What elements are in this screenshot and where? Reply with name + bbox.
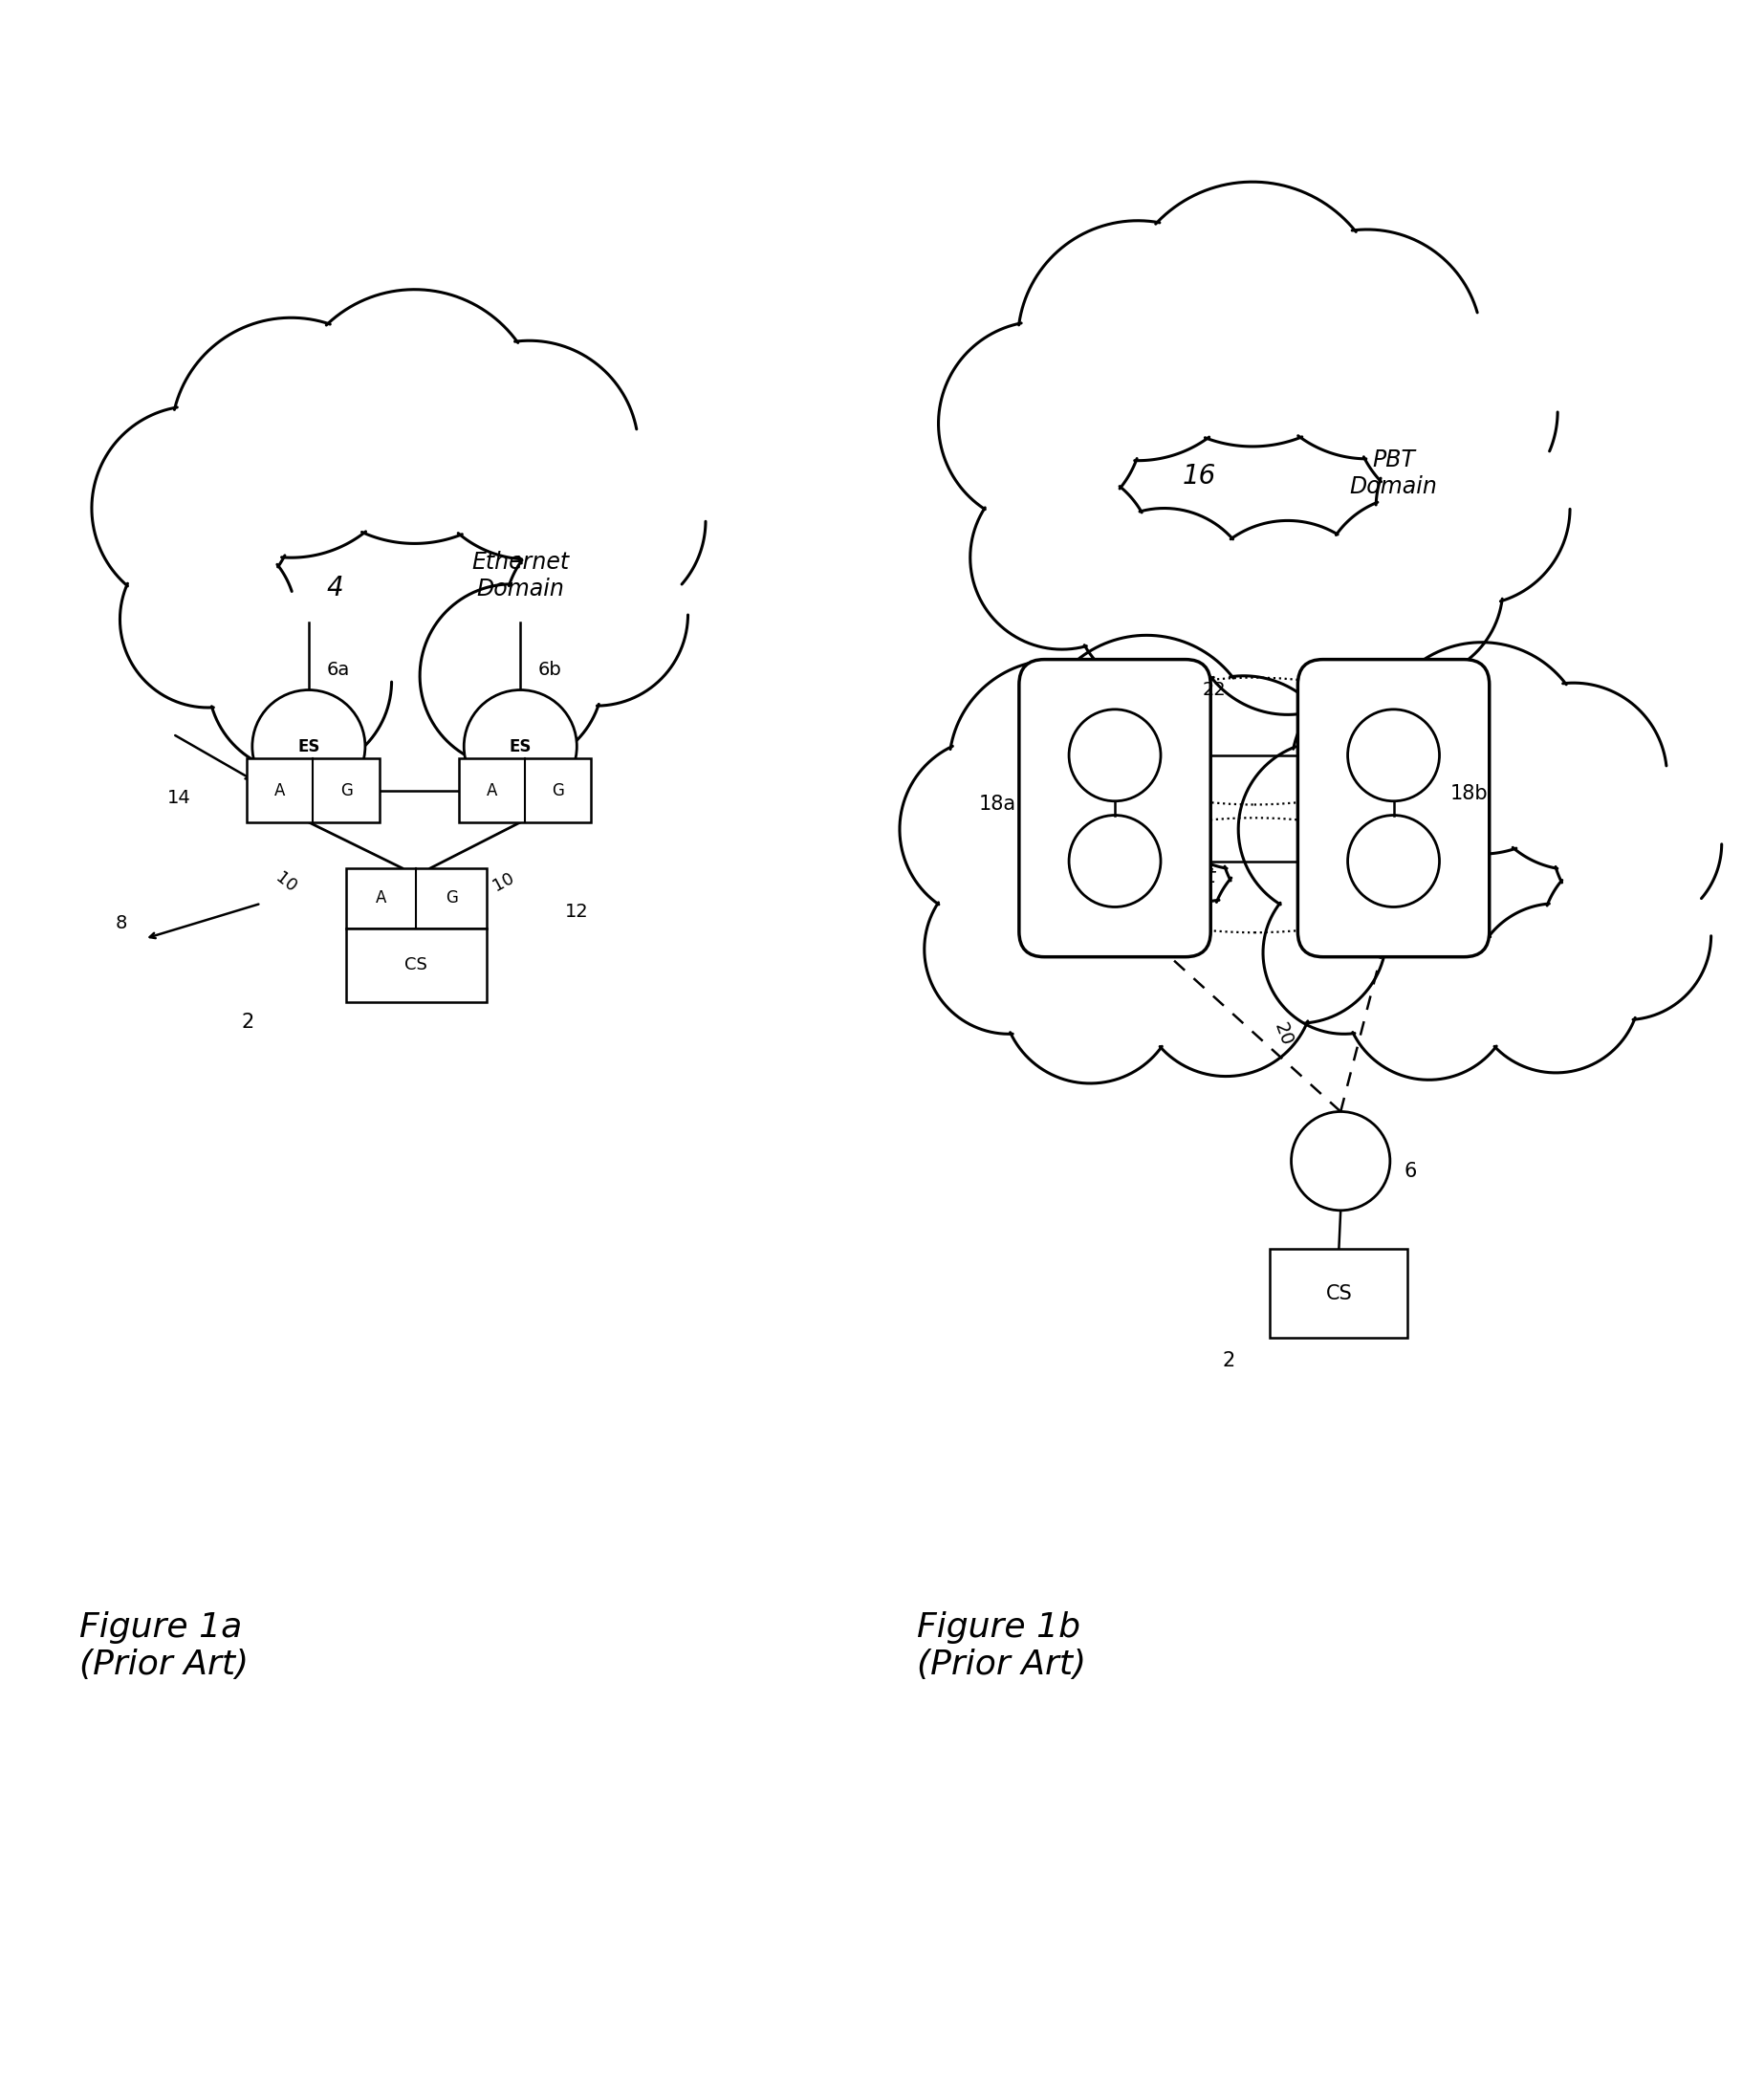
Circle shape (1480, 683, 1667, 869)
Text: 12: 12 (564, 903, 587, 921)
FancyBboxPatch shape (346, 867, 487, 928)
Circle shape (938, 322, 1143, 525)
Circle shape (1319, 496, 1503, 679)
Text: CS: CS (1325, 1284, 1353, 1303)
Circle shape (1344, 911, 1514, 1079)
Circle shape (512, 423, 706, 618)
Circle shape (1291, 666, 1496, 872)
FancyBboxPatch shape (1020, 660, 1210, 957)
Text: CS: CS (406, 957, 427, 973)
Text: Ethernet
Domain: Ethernet Domain (1131, 867, 1215, 909)
Circle shape (252, 691, 365, 803)
Circle shape (1120, 183, 1385, 446)
Circle shape (1552, 759, 1722, 928)
Text: A: A (376, 890, 386, 907)
Circle shape (1238, 741, 1415, 917)
Circle shape (1542, 851, 1711, 1019)
Text: 14: 14 (168, 788, 191, 807)
Text: 22: 22 (1203, 681, 1226, 699)
Circle shape (1221, 751, 1397, 928)
Text: G: G (552, 782, 564, 799)
Circle shape (1191, 521, 1385, 714)
Circle shape (1037, 635, 1256, 855)
Circle shape (924, 865, 1094, 1033)
Circle shape (92, 407, 296, 610)
Text: A: A (487, 782, 497, 799)
Circle shape (1252, 230, 1482, 459)
Text: 10: 10 (490, 869, 517, 894)
Text: G: G (340, 782, 353, 799)
Text: 20: 20 (1270, 1019, 1295, 1048)
Circle shape (1471, 903, 1641, 1073)
Circle shape (1353, 309, 1558, 513)
Circle shape (1073, 508, 1256, 691)
Circle shape (1210, 847, 1387, 1023)
Circle shape (420, 583, 603, 768)
FancyBboxPatch shape (1270, 1249, 1408, 1338)
Text: PBT
Domain: PBT Domain (1349, 448, 1438, 498)
Text: A: A (275, 782, 286, 799)
Text: 16: 16 (1182, 463, 1217, 490)
Text: ES: ES (510, 739, 531, 755)
Circle shape (1376, 411, 1570, 606)
FancyBboxPatch shape (346, 928, 487, 1002)
Circle shape (970, 467, 1154, 649)
FancyBboxPatch shape (459, 759, 591, 822)
Text: 18b: 18b (1450, 784, 1487, 803)
Circle shape (1002, 907, 1178, 1083)
Text: Figure 1b
(Prior Art): Figure 1b (Prior Art) (917, 1610, 1087, 1681)
Text: 2: 2 (1222, 1351, 1235, 1372)
Circle shape (420, 340, 639, 560)
Circle shape (1348, 815, 1439, 907)
Text: 6: 6 (1404, 1162, 1416, 1181)
Text: 4: 4 (326, 575, 344, 602)
Text: 6b: 6b (538, 662, 561, 679)
Circle shape (1263, 872, 1425, 1033)
Text: G: G (446, 890, 457, 907)
Circle shape (1291, 1112, 1390, 1210)
Circle shape (1376, 643, 1588, 855)
Text: 18a: 18a (979, 795, 1016, 813)
Circle shape (949, 660, 1161, 872)
Circle shape (288, 290, 542, 544)
Circle shape (208, 589, 392, 772)
Text: ES: ES (298, 739, 319, 755)
Circle shape (120, 531, 296, 708)
Circle shape (1069, 710, 1161, 801)
Circle shape (171, 317, 411, 558)
Text: 2: 2 (242, 1013, 254, 1031)
Circle shape (1138, 901, 1314, 1077)
Text: 4: 4 (1037, 876, 1055, 903)
Circle shape (1018, 220, 1258, 461)
Circle shape (900, 737, 1083, 921)
Text: 6a: 6a (326, 662, 349, 679)
FancyBboxPatch shape (1298, 660, 1489, 957)
FancyBboxPatch shape (247, 759, 379, 822)
Text: Figure 1a
(Prior Art): Figure 1a (Prior Art) (79, 1610, 249, 1681)
Circle shape (505, 523, 688, 706)
Text: 8: 8 (115, 913, 127, 932)
Circle shape (464, 691, 577, 803)
Text: 10: 10 (272, 869, 300, 896)
Circle shape (1069, 815, 1161, 907)
Text: Ethernet
Domain: Ethernet Domain (471, 550, 570, 600)
Circle shape (1147, 676, 1341, 869)
Circle shape (1348, 710, 1439, 801)
